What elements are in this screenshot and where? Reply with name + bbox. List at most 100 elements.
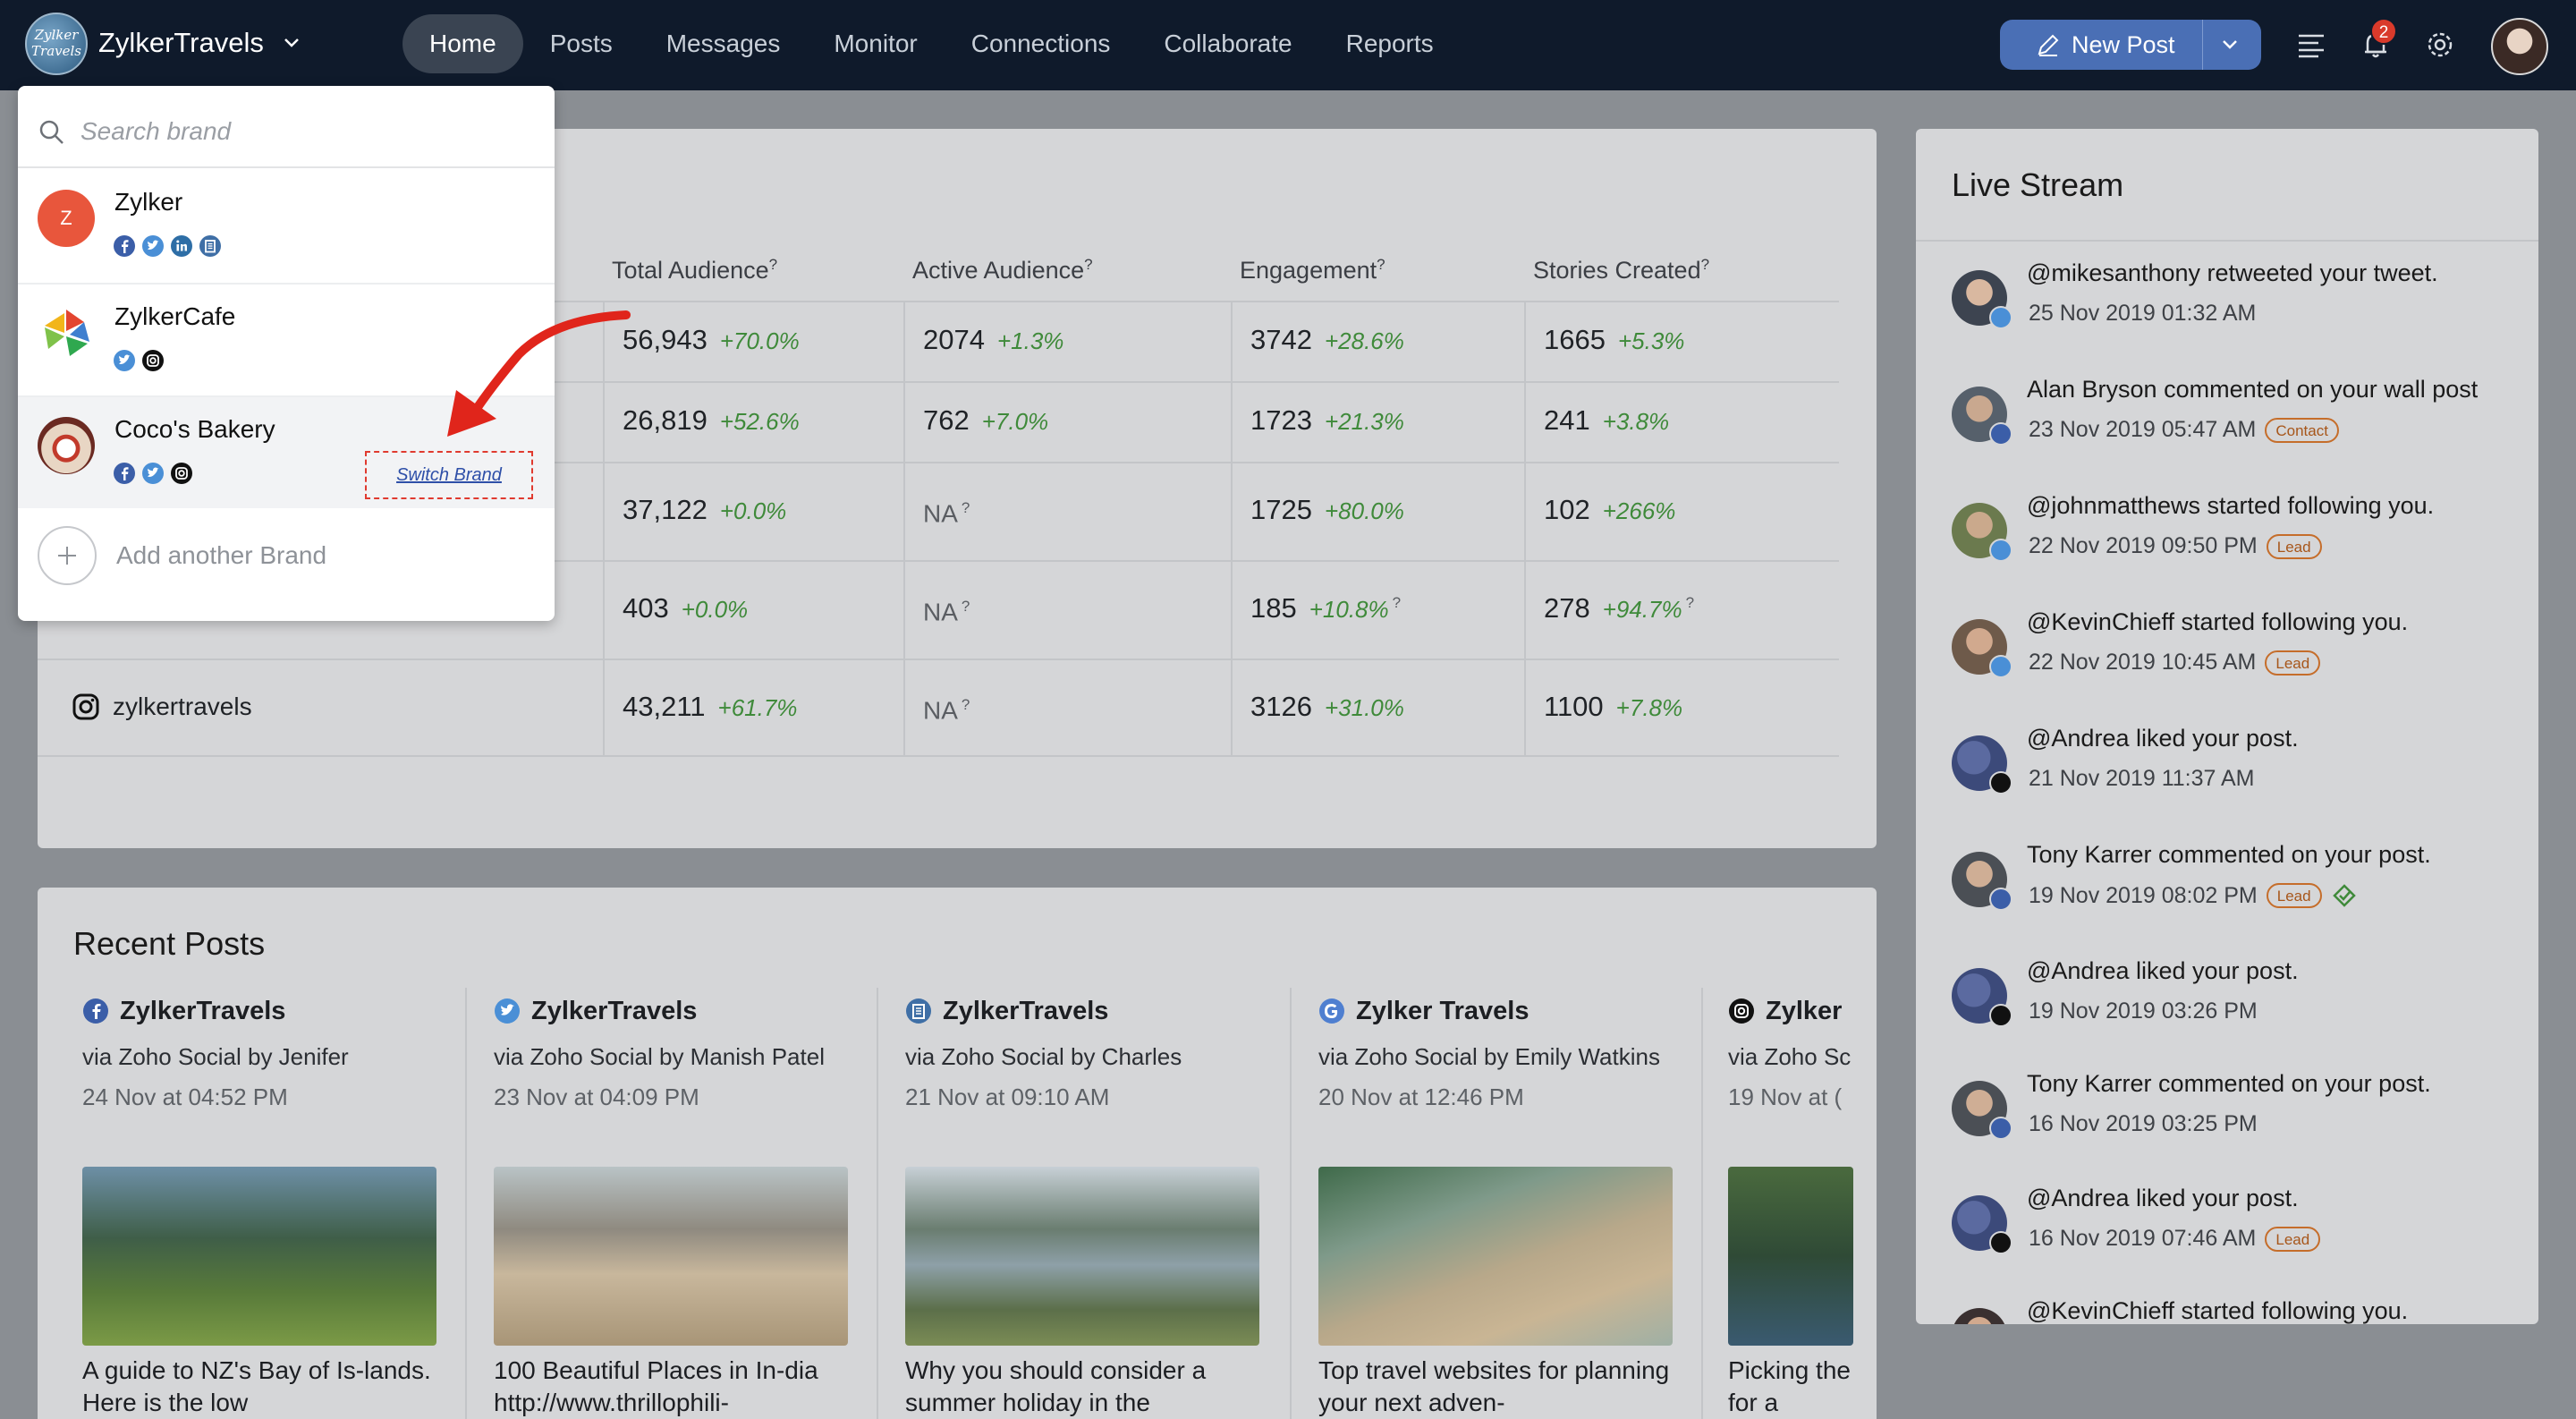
nav-posts[interactable]: Posts	[549, 30, 613, 57]
facebook-icon	[114, 235, 135, 257]
facebook-icon	[83, 998, 108, 1024]
instagram-icon	[72, 693, 99, 720]
stream-item[interactable]: @Andrea liked your post. 21 Nov 2019 11:…	[1952, 725, 2524, 823]
switch-brand-link[interactable]: Switch Brand	[365, 451, 533, 499]
brand-search-input[interactable]	[80, 109, 528, 154]
stream-item[interactable]: @mikesanthony retweeted your tweet. 25 N…	[1952, 259, 2524, 358]
post-date: 24 Nov at 04:52 PM	[82, 1083, 288, 1110]
active-audience-value: 762 +7.0%	[923, 404, 1049, 436]
stream-item[interactable]: Tony Karrer commented on your post. 16 N…	[1952, 1070, 2524, 1168]
stream-time: 16 Nov 2019 03:25 PM	[2029, 1111, 2258, 1136]
post-caption: A guide to NZ's Bay of Is-lands. Here is…	[82, 1356, 431, 1416]
lead-tag[interactable]: Lead	[2265, 1226, 2321, 1252]
post-caption: Why you should consider a summer holiday…	[905, 1356, 1207, 1416]
post-caption: Picking the for a classic	[1728, 1356, 1851, 1416]
post-account: ZylkerTravels	[531, 996, 698, 1025]
account-name: zylkertravels	[113, 693, 252, 720]
brand-item-zylkercafe[interactable]: ZylkerCafe	[18, 283, 555, 395]
post-account: ZylkerTravels	[120, 996, 286, 1025]
stream-time: 19 Nov 2019 08:02 PM Lead	[2029, 882, 2358, 909]
nav-monitor[interactable]: Monitor	[834, 30, 918, 57]
instagram-icon	[1989, 1004, 2012, 1027]
stories-value: 1100 +7.8%	[1544, 691, 1683, 722]
stream-time: 19 Nov 2019 03:26 PM	[2029, 998, 2258, 1024]
stream-time: 23 Nov 2019 05:47 AM Contact	[2029, 417, 2339, 443]
stream-text: @mikesanthony retweeted your tweet.	[2027, 259, 2438, 286]
column-divider	[1231, 301, 1233, 755]
nav-home[interactable]: Home	[402, 14, 523, 73]
total-audience-value: 56,943 +70.0%	[623, 324, 800, 355]
brand-networks	[113, 462, 199, 485]
twitter-icon	[1989, 306, 2012, 329]
stream-item[interactable]: Tony Karrer commented on your post. 19 N…	[1952, 841, 2524, 939]
nav-connections[interactable]: Connections	[970, 30, 1111, 57]
brand-switcher-name[interactable]: ZylkerTravels	[98, 27, 264, 58]
brand-item-zylker[interactable]: Z Zylker	[18, 170, 555, 283]
post-image[interactable]	[905, 1167, 1259, 1346]
post-image[interactable]	[82, 1167, 436, 1346]
chevron-down-icon[interactable]	[2220, 36, 2240, 54]
post-date: 21 Nov at 09:10 AM	[905, 1083, 1110, 1110]
post-card[interactable]: ZylkerTravels via Zoho Social by Manish …	[494, 993, 869, 1419]
stream-time: 21 Nov 2019 11:37 AM	[2029, 766, 2255, 791]
brand-search	[18, 86, 555, 168]
stream-item[interactable]: Alan Bryson commented on your wall post …	[1952, 376, 2524, 474]
stories-value: 241 +3.8%	[1544, 404, 1670, 436]
avatar	[1952, 1308, 2007, 1324]
post-account: ZylkerTravels	[943, 996, 1109, 1025]
new-post-button[interactable]: New Post	[2000, 20, 2261, 70]
post-card[interactable]: Zylker via Zoho Sc 19 Nov at ( Picking t…	[1728, 993, 1853, 1419]
active-audience-na: NA?	[923, 696, 970, 725]
stream-item[interactable]: @KevinChieff started following you.	[1952, 1297, 2524, 1324]
stream-text: @Andrea liked your post.	[2027, 957, 2299, 984]
stream-item[interactable]: @johnmatthews started following you. 22 …	[1952, 492, 2524, 591]
instagram-icon	[1989, 1231, 2012, 1254]
user-avatar[interactable]	[2491, 18, 2548, 75]
lead-tag[interactable]: Lead	[2265, 650, 2321, 676]
post-image[interactable]	[1728, 1167, 1853, 1346]
facebook-icon	[1989, 1117, 2012, 1140]
lead-tag[interactable]: Lead	[2266, 883, 2322, 908]
linkedin-icon	[171, 235, 192, 257]
post-image[interactable]	[494, 1167, 848, 1346]
brand-name: Zylker	[114, 188, 183, 216]
add-brand-button[interactable]: Add another Brand	[38, 526, 326, 585]
brand-logo[interactable]: Zylker Travels	[25, 13, 88, 75]
nav-messages[interactable]: Messages	[665, 30, 781, 57]
header-total-audience: Total Audience?	[612, 256, 778, 284]
instagram-icon	[142, 350, 164, 371]
table-divider	[38, 301, 1839, 302]
google-icon	[1319, 998, 1344, 1024]
instagram-icon	[1989, 771, 2012, 794]
main-nav: Home Posts Messages Monitor Connections …	[402, 14, 1461, 73]
recent-posts-title: Recent Posts	[73, 925, 266, 962]
active-audience-value: 2074 +1.3%	[923, 324, 1064, 355]
post-divider	[465, 988, 467, 1419]
gear-icon[interactable]	[2424, 29, 2456, 61]
twitter-icon	[142, 463, 164, 484]
post-card[interactable]: ZylkerTravels via Zoho Social by Charles…	[905, 993, 1281, 1419]
nav-reports[interactable]: Reports	[1345, 30, 1434, 57]
table-divider	[38, 560, 1839, 562]
stream-time: 25 Nov 2019 01:32 AM	[2029, 301, 2257, 326]
header-stories-created: Stories Created?	[1533, 256, 1710, 284]
new-post-label: New Post	[2072, 30, 2175, 58]
chevron-down-icon[interactable]	[283, 34, 301, 52]
menu-lines-icon[interactable]	[2295, 29, 2327, 61]
post-image[interactable]	[1318, 1167, 1673, 1346]
facebook-icon	[1989, 422, 2012, 446]
twitter-icon	[142, 235, 164, 257]
twitter-icon	[1989, 539, 2012, 562]
table-divider	[38, 659, 1839, 660]
header-engagement: Engagement?	[1240, 256, 1385, 284]
nav-collaborate[interactable]: Collaborate	[1164, 30, 1292, 57]
contact-added-icon[interactable]	[2331, 882, 2358, 909]
stream-item[interactable]: @Andrea liked your post. 16 Nov 2019 07:…	[1952, 1185, 2524, 1283]
stream-item[interactable]: @Andrea liked your post. 19 Nov 2019 03:…	[1952, 957, 2524, 1056]
post-card[interactable]: ZylkerTravels via Zoho Social by Jenifer…	[82, 993, 458, 1419]
lead-tag[interactable]: Lead	[2266, 533, 2322, 559]
post-via: via Zoho Social by Charles	[905, 1043, 1182, 1070]
contact-tag[interactable]: Contact	[2265, 417, 2339, 443]
stream-item[interactable]: @KevinChieff started following you. 22 N…	[1952, 608, 2524, 707]
post-card[interactable]: Zylker Travels via Zoho Social by Emily …	[1318, 993, 1694, 1419]
